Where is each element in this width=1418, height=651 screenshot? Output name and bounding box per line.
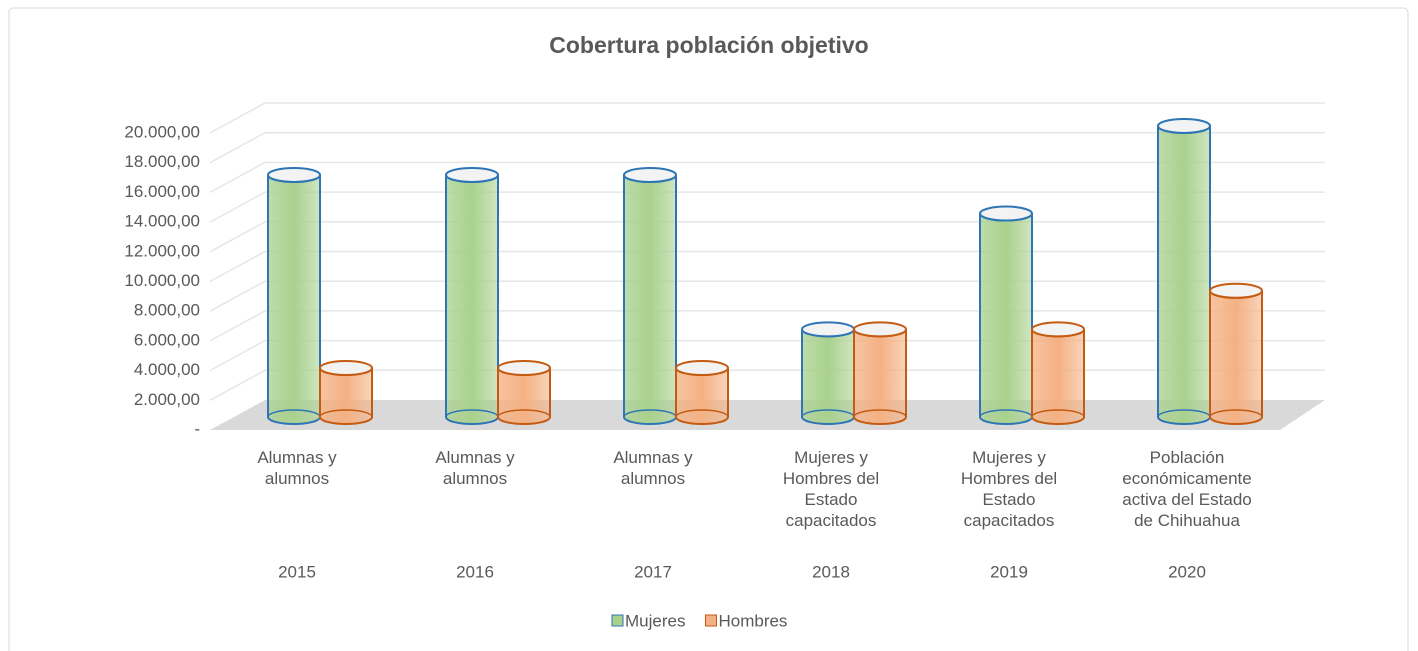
cylinder-base-back bbox=[1209, 409, 1263, 418]
cylinder-base-back bbox=[1157, 409, 1211, 418]
y-tick-label: 6.000,00 bbox=[134, 330, 200, 349]
x-year-label: 2018 bbox=[812, 562, 850, 581]
cylinder bbox=[675, 359, 729, 425]
cylinder-base-back bbox=[979, 409, 1033, 418]
chart-border bbox=[8, 7, 1409, 651]
cylinder-body bbox=[267, 174, 321, 425]
cylinder bbox=[853, 321, 907, 425]
y-tick-label: - bbox=[194, 419, 200, 438]
cylinder-top bbox=[1031, 321, 1085, 338]
cylinder bbox=[1157, 117, 1211, 425]
cylinder-base-back bbox=[853, 409, 907, 418]
y-tick-label: 18.000,00 bbox=[124, 152, 200, 171]
grid-line bbox=[209, 161, 1325, 194]
y-tick-label: 12.000,00 bbox=[124, 241, 200, 260]
legend-swatch bbox=[704, 614, 717, 627]
grid-line bbox=[209, 369, 1325, 401]
grid-line bbox=[209, 280, 1325, 312]
grid-line bbox=[209, 131, 1325, 164]
cylinder-top bbox=[623, 166, 677, 183]
chart-title: Cobertura población objetivo bbox=[549, 32, 868, 58]
cylinder-top bbox=[1209, 282, 1263, 299]
legend-label: Hombres bbox=[718, 611, 787, 630]
x-year-label: 2016 bbox=[456, 562, 494, 581]
cylinder bbox=[801, 321, 855, 425]
x-category-label: Alumnas y alumnos bbox=[435, 448, 515, 488]
x-category-label: Población económicamente activa del Esta… bbox=[1122, 448, 1252, 530]
cylinder-top bbox=[801, 321, 855, 338]
cylinder-base-back bbox=[267, 409, 321, 418]
cylinder bbox=[623, 166, 677, 425]
x-year-label: 2017 bbox=[634, 562, 672, 581]
y-tick-label: 10.000,00 bbox=[124, 271, 200, 290]
x-category-label: Alumnas y alumnos bbox=[613, 448, 693, 488]
y-tick-label: 8.000,00 bbox=[134, 301, 200, 320]
cylinder bbox=[979, 205, 1033, 425]
grid-line bbox=[209, 339, 1325, 372]
cylinder-base-back bbox=[675, 409, 729, 418]
cylinder bbox=[497, 359, 551, 425]
cylinder-base-back bbox=[801, 409, 855, 418]
y-tick-label: 4.000,00 bbox=[134, 360, 200, 379]
cylinder-top bbox=[445, 166, 499, 183]
cylinder-top bbox=[497, 359, 551, 376]
cylinder-top bbox=[853, 321, 907, 338]
cylinder-base-back bbox=[623, 409, 677, 418]
grid-line bbox=[209, 102, 1325, 134]
grid-line bbox=[209, 250, 1325, 283]
y-tick-label: 20.000,00 bbox=[124, 122, 200, 141]
cylinder-top bbox=[1157, 117, 1211, 134]
cylinder-base-back bbox=[497, 409, 551, 418]
cylinder bbox=[1031, 321, 1085, 425]
x-year-label: 2019 bbox=[990, 562, 1028, 581]
cylinder bbox=[1209, 282, 1263, 425]
legend-label: Mujeres bbox=[625, 611, 685, 630]
x-category-label: Mujeres y Hombres del Estado capacitados bbox=[960, 448, 1058, 530]
grid-line bbox=[209, 310, 1325, 342]
cylinder-body bbox=[497, 367, 551, 425]
y-tick-label: 14.000,00 bbox=[124, 212, 200, 231]
legend-swatch bbox=[611, 614, 624, 627]
cylinder-body bbox=[319, 367, 373, 425]
cylinder-top bbox=[319, 359, 373, 376]
y-tick-label: 16.000,00 bbox=[124, 182, 200, 201]
x-category-label: Mujeres y Hombres del Estado capacitados bbox=[782, 448, 880, 530]
grid-line bbox=[209, 191, 1325, 223]
cylinder bbox=[445, 166, 499, 425]
cylinder-body bbox=[1209, 290, 1263, 425]
x-year-label: 2015 bbox=[278, 562, 316, 581]
cylinder-base-back bbox=[319, 409, 373, 418]
grid-line bbox=[209, 221, 1325, 253]
cylinder-body bbox=[445, 174, 499, 425]
cylinder-top bbox=[675, 359, 729, 376]
cylinder-top bbox=[979, 205, 1033, 222]
cylinder bbox=[267, 166, 321, 425]
cylinder-body bbox=[623, 174, 677, 425]
cylinder-body bbox=[675, 367, 729, 425]
cylinder-base-back bbox=[1031, 409, 1085, 418]
cylinder-base-back bbox=[445, 409, 499, 418]
cylinder bbox=[319, 359, 373, 425]
x-category-label: Alumnas y alumnos bbox=[257, 448, 337, 488]
cylinder-top bbox=[267, 166, 321, 183]
cylinder-body bbox=[979, 213, 1033, 425]
y-tick-label: 2.000,00 bbox=[134, 390, 200, 409]
cylinder-body bbox=[1157, 125, 1211, 425]
x-year-label: 2020 bbox=[1168, 562, 1206, 581]
